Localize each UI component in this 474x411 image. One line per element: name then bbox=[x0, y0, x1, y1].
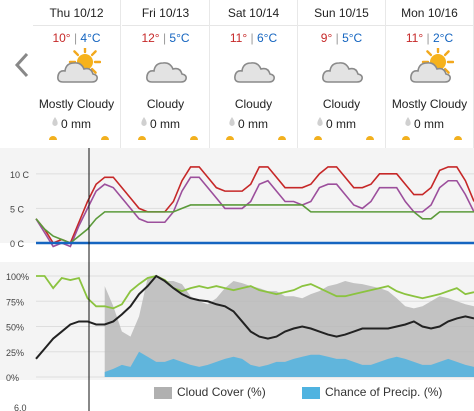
temp-separator: | bbox=[335, 31, 339, 45]
cloud-icon bbox=[144, 48, 190, 88]
temp-separator: | bbox=[162, 31, 167, 45]
divider bbox=[122, 25, 209, 26]
raindrop-icon bbox=[229, 117, 235, 126]
precip-amount: 0 mm bbox=[61, 117, 91, 131]
cloud-icon bbox=[232, 48, 278, 88]
daily-forecast-strip: Thu 10/12 10° | 4°C Mostly Cloudy 0 mm F… bbox=[0, 0, 474, 150]
low-temp: 6°C bbox=[256, 31, 278, 45]
day-name: Sat 10/14 bbox=[227, 6, 280, 20]
condition-text: Cloudy bbox=[234, 97, 273, 111]
dew-point-line bbox=[35, 204, 474, 244]
high-temp: 11° bbox=[229, 31, 248, 45]
y-tick-label: 50% bbox=[6, 323, 24, 333]
legend-cloud-cover-label: Cloud Cover (%) bbox=[177, 385, 266, 399]
y-tick-label: 0 C bbox=[10, 239, 25, 249]
high-temp: 9° bbox=[320, 31, 333, 45]
y-tick-label: 0% bbox=[6, 373, 19, 383]
temp-separator: | bbox=[426, 31, 430, 45]
chance-precip-area bbox=[104, 351, 474, 377]
high-temp: 10° bbox=[52, 31, 71, 45]
black-line bbox=[35, 274, 474, 360]
day-temps: 10° | 4°C bbox=[33, 31, 120, 45]
divider bbox=[386, 25, 473, 26]
day-card[interactable]: Sat 10/14 11° | 6°C Cloudy 0 mm bbox=[210, 0, 298, 148]
precip-amount: 0 mm bbox=[414, 117, 444, 131]
y-tick-label: 10 C bbox=[10, 170, 30, 180]
day-card[interactable]: Fri 10/13 12° | 5°C Cloudy 0 mm bbox=[122, 0, 210, 148]
condition-text: Mostly Cloudy bbox=[391, 97, 468, 111]
y-tick-label: 100% bbox=[6, 272, 29, 282]
precip-amount: 0 mm bbox=[238, 117, 268, 131]
chance-precip-swatch bbox=[302, 386, 320, 399]
day-card[interactable]: Thu 10/12 10° | 4°C Mostly Cloudy 0 mm bbox=[33, 0, 121, 148]
raindrop-icon bbox=[141, 117, 147, 126]
sunrise-sunset-icons bbox=[314, 136, 374, 140]
precip-amount: 0 mm bbox=[150, 117, 180, 131]
partly-cloudy-icon bbox=[55, 45, 102, 88]
precip-amount: 0 mm bbox=[326, 117, 356, 131]
y-tick-label: 75% bbox=[6, 297, 24, 307]
legend-cloud-cover: Cloud Cover (%) bbox=[154, 384, 266, 400]
sunrise-sunset-icons bbox=[49, 136, 109, 140]
day-card[interactable]: Mon 10/16 11° | 2°C Mostly Cloudy 0 mm bbox=[386, 0, 474, 148]
low-temp: 5°C bbox=[169, 31, 190, 45]
divider bbox=[210, 25, 297, 26]
day-name: Thu 10/12 bbox=[49, 6, 104, 20]
raindrop-icon bbox=[405, 117, 411, 126]
partly-cloudy-icon bbox=[408, 45, 455, 88]
cloud-cover-swatch bbox=[154, 386, 172, 399]
sunrise-sunset-icons bbox=[402, 136, 462, 140]
condition-text: Mostly Cloudy bbox=[38, 97, 115, 111]
feels-like-line bbox=[35, 176, 474, 248]
temp-separator: | bbox=[73, 31, 78, 45]
high-temp: 11° bbox=[405, 31, 424, 45]
day-temps: 11° | 6°C bbox=[210, 31, 297, 45]
bottom-axis-label: 6.0 bbox=[14, 403, 27, 411]
divider bbox=[298, 25, 385, 26]
day-card[interactable]: Sun 10/15 9° | 5°C Cloudy 0 mm bbox=[298, 0, 386, 148]
y-tick-label: 25% bbox=[6, 348, 24, 358]
divider bbox=[33, 25, 120, 26]
temp-chart-area bbox=[0, 148, 474, 243]
raindrop-icon bbox=[52, 117, 58, 126]
day-name: Mon 10/16 bbox=[401, 6, 458, 20]
day-name: Sun 10/15 bbox=[314, 6, 369, 20]
high-temp: 12° bbox=[141, 31, 160, 45]
day-name: Fri 10/13 bbox=[141, 6, 190, 20]
low-temp: 5°C bbox=[342, 31, 363, 45]
cloud-cover-area bbox=[104, 276, 474, 377]
low-temp: 2°C bbox=[432, 31, 454, 45]
temp-separator: | bbox=[250, 31, 254, 45]
condition-text: Cloudy bbox=[146, 97, 185, 111]
humidity-line bbox=[36, 275, 474, 310]
cloud-icon bbox=[320, 48, 366, 88]
previous-days-chevron-icon[interactable] bbox=[10, 48, 34, 82]
legend-chance-precip: Chance of Precip. (%) bbox=[302, 384, 442, 400]
day-temps: 9° | 5°C bbox=[298, 31, 385, 45]
day-temps: 12° | 5°C bbox=[122, 31, 209, 45]
sunrise-sunset-icons bbox=[226, 136, 286, 140]
condition-text: Cloudy bbox=[322, 97, 361, 111]
sunrise-sunset-icons bbox=[138, 136, 198, 140]
y-tick-label: 5 C bbox=[10, 204, 25, 214]
raindrop-icon bbox=[317, 117, 323, 126]
temperature-line bbox=[35, 166, 474, 245]
legend-chance-precip-label: Chance of Precip. (%) bbox=[325, 385, 443, 399]
low-temp: 4°C bbox=[80, 31, 101, 45]
day-temps: 11° | 2°C bbox=[386, 31, 473, 45]
hourly-charts: 10 C 5 C 0 C 100% 75% 50% 25% 0% 6.0 bbox=[0, 148, 474, 411]
